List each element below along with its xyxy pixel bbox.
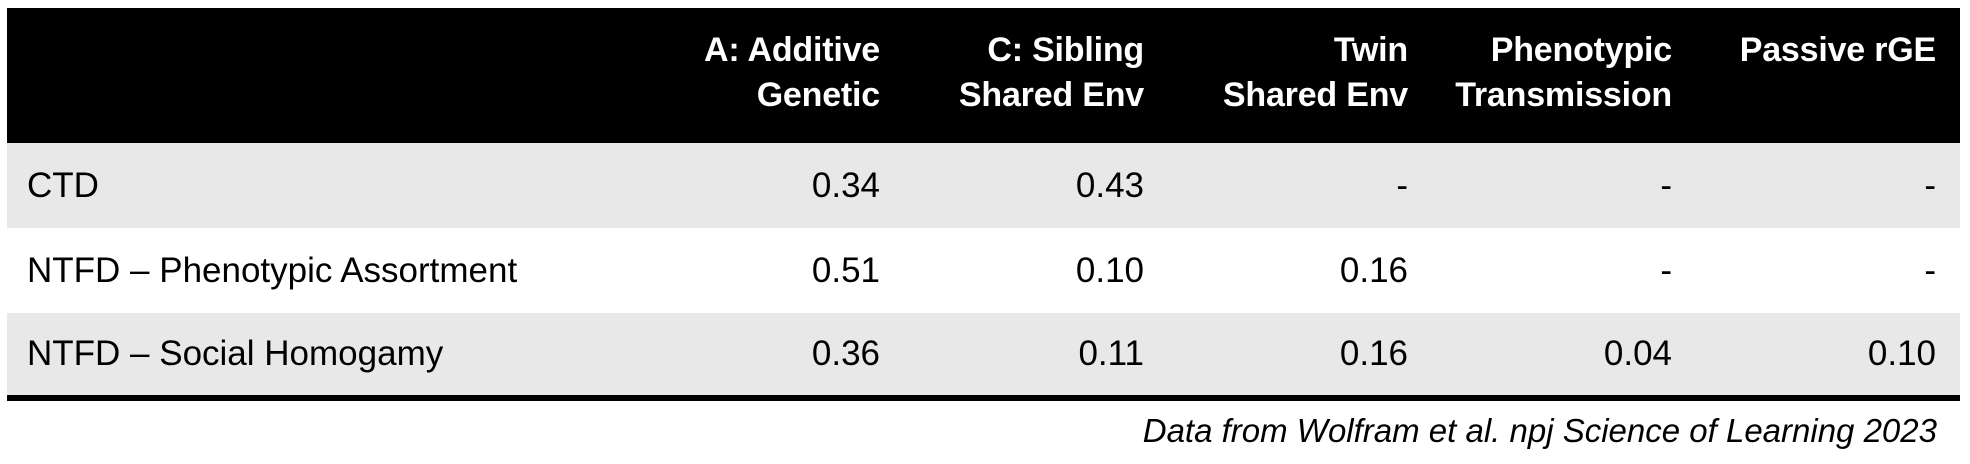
cell-ntfdsh-twin: 0.16 xyxy=(1168,313,1432,398)
cell-ctd-additive: 0.34 xyxy=(640,143,904,228)
header-cell-additive-genetic: A: Additive Genetic xyxy=(640,8,904,143)
cell-ctd-twin: - xyxy=(1168,143,1432,228)
source-caption: Data from Wolfram et al. npj Science of … xyxy=(1142,412,1937,449)
header-cell-passive-rge: Passive rGE xyxy=(1696,8,1960,143)
cell-ntfdsh-sibling: 0.11 xyxy=(904,313,1168,398)
header-cell-sibling-shared-env: C: Sibling Shared Env xyxy=(904,8,1168,143)
table-body: CTD 0.34 0.43 - - - NTFD – Phenotypic As… xyxy=(7,143,1960,398)
table-row-ctd: CTD 0.34 0.43 - - - xyxy=(7,143,1960,228)
cell-ntfdpa-passive: - xyxy=(1696,228,1960,313)
cell-ntfdpa-phenotypic: - xyxy=(1432,228,1696,313)
cell-ctd-phenotypic: - xyxy=(1432,143,1696,228)
header-cell-phenotypic-transmission: Phenotypic Transmission xyxy=(1432,8,1696,143)
cell-ntfdpa-twin: 0.16 xyxy=(1168,228,1432,313)
header-cell-twin-shared-env: Twin Shared Env xyxy=(1168,8,1432,143)
table-row-ntfd-social-homogamy: NTFD – Social Homogamy 0.36 0.11 0.16 0.… xyxy=(7,313,1960,398)
cell-ntfdsh-phenotypic: 0.04 xyxy=(1432,313,1696,398)
header-cell-empty xyxy=(7,8,640,143)
header-row: A: Additive Genetic C: Sibling Shared En… xyxy=(7,8,1960,143)
cell-ntfdpa-additive: 0.51 xyxy=(640,228,904,313)
cell-ntfdsh-additive: 0.36 xyxy=(640,313,904,398)
row-label-ntfd-social-homogamy: NTFD – Social Homogamy xyxy=(7,313,640,398)
cell-ctd-passive: - xyxy=(1696,143,1960,228)
cell-ntfdpa-sibling: 0.10 xyxy=(904,228,1168,313)
cell-ctd-sibling: 0.43 xyxy=(904,143,1168,228)
table-header: A: Additive Genetic C: Sibling Shared En… xyxy=(7,8,1960,143)
row-label-ctd: CTD xyxy=(7,143,640,228)
model-comparison-table: A: Additive Genetic C: Sibling Shared En… xyxy=(7,8,1960,401)
cell-ntfdsh-passive: 0.10 xyxy=(1696,313,1960,398)
row-label-ntfd-phenotypic-assortment: NTFD – Phenotypic Assortment xyxy=(7,228,640,313)
table-row-ntfd-phenotypic-assortment: NTFD – Phenotypic Assortment 0.51 0.10 0… xyxy=(7,228,1960,313)
